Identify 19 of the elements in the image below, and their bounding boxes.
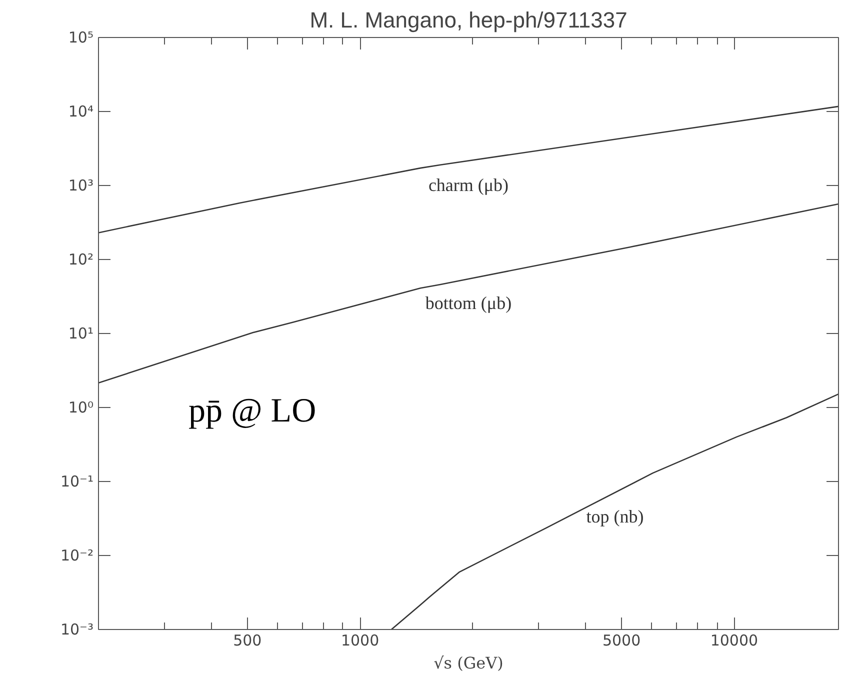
x-tick-label: 10000 [710,632,758,650]
series-label: top (nb) [586,506,644,527]
y-tick-label: 10⁻¹ [60,472,94,490]
x-tick-label: 500 [233,632,262,650]
x-tick-label: 1000 [340,632,380,650]
y-tick-label: 10¹ [68,324,94,342]
annotation: pp̄ @ LO [188,392,316,430]
y-tick-label: 10⁰ [68,398,94,416]
x-axis-title: √s (GeV) [434,654,504,672]
y-tick-label: 10³ [68,176,94,194]
y-tick-label: 10⁻³ [60,620,94,638]
x-tick-label: 5000 [602,632,641,650]
y-tick-label: 10² [68,250,94,268]
series-label: bottom (μb) [425,292,512,313]
chart-title: M. L. Mangano, hep-ph/9711337 [310,8,628,32]
y-tick-label: 10⁴ [68,102,94,120]
series-label: charm (μb) [428,174,509,195]
y-tick-label: 10⁻² [60,546,94,564]
y-tick-label: 10⁵ [68,28,94,46]
